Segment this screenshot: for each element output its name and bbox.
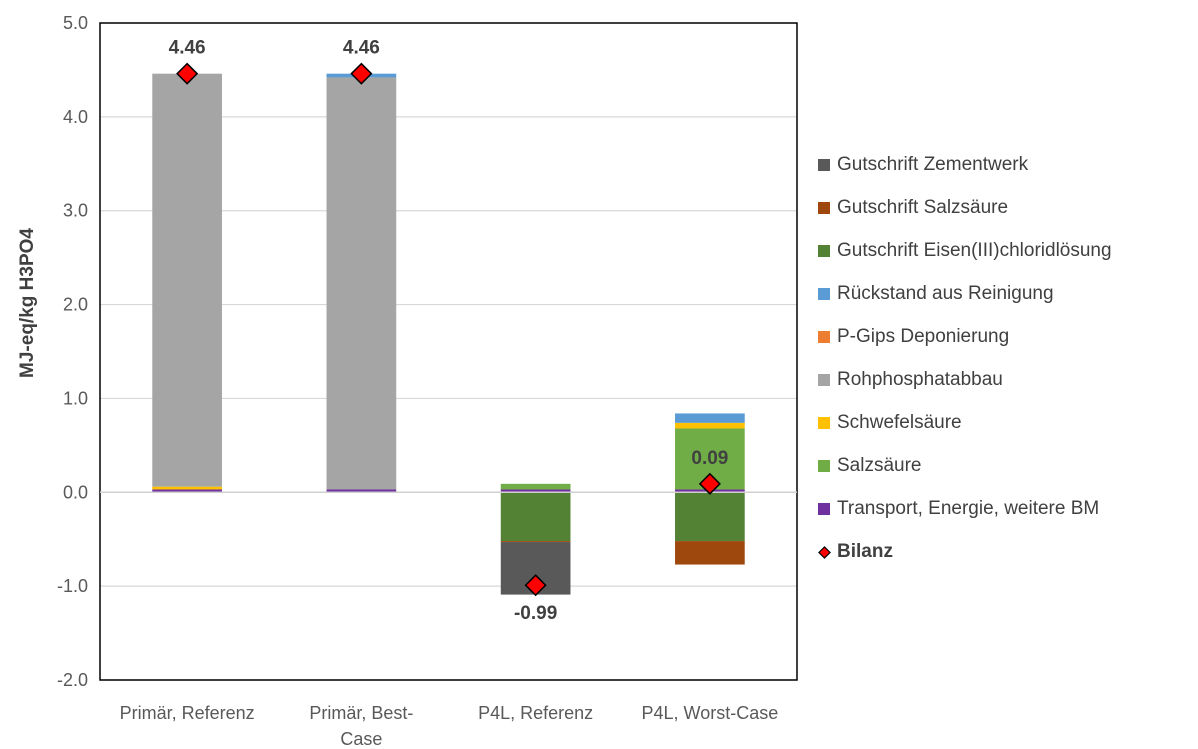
- legend-label: Gutschrift Eisen(III)chloridlösung: [837, 239, 1112, 261]
- y-tick-label: 5.0: [63, 13, 88, 33]
- legend-swatch: [818, 460, 830, 473]
- data-label: 0.09: [691, 448, 728, 469]
- category-label: P4L, Referenz: [478, 703, 593, 723]
- balance-markers: 4.46 4.46 -0.99 0.09: [169, 38, 729, 625]
- bar-segment: [152, 73, 222, 487]
- bar-segment: [500, 483, 571, 490]
- y-tick-label: -2.0: [57, 670, 88, 690]
- bar-segment: [152, 486, 222, 490]
- legend-item: Gutschrift Salzsäure: [818, 186, 1112, 229]
- y-tick-label: -1.0: [57, 576, 88, 596]
- category-label: P4L, Worst-Case: [642, 703, 779, 723]
- bar-segment: [675, 541, 745, 565]
- legend-label: Schwefelsäure: [837, 412, 962, 434]
- legend-item: Gutschrift Eisen(III)chloridlösung: [818, 229, 1112, 272]
- data-label: 4.46: [169, 38, 206, 59]
- diamond-icon: [818, 545, 831, 559]
- legend-swatch: [818, 244, 830, 257]
- category-label: Primär, Best-: [309, 703, 413, 723]
- bar-segment: [500, 489, 571, 493]
- legend-swatch: [818, 374, 830, 387]
- category-labels: Primär, Referenz Primär, Best- Case P4L, Re…: [120, 703, 779, 749]
- legend-label: Transport, Energie, weitere BM: [837, 498, 1100, 520]
- legend-item: Rückstand aus Reinigung: [818, 272, 1112, 315]
- y-tick-label: 0.0: [63, 482, 88, 502]
- legend-label: Rohphosphatabbau: [837, 369, 1003, 391]
- bar-segment: [675, 492, 745, 542]
- legend-item: Salzsäure: [818, 445, 1112, 488]
- legend-swatch: [818, 330, 830, 343]
- legend-item: Rohphosphatabbau: [818, 358, 1112, 401]
- bar-segment: [675, 422, 745, 429]
- balance-marker: [350, 62, 373, 85]
- legend-item-balance: Bilanz: [818, 531, 1112, 574]
- y-tick-label: 2.0: [63, 295, 88, 315]
- legend-swatch: [818, 287, 830, 300]
- legend-item: P-Gips Deponierung: [818, 315, 1112, 358]
- legend-item: Schwefelsäure: [818, 402, 1112, 445]
- legend: Gutschrift Zementwerk Gutschrift Salzsäur…: [818, 143, 1112, 574]
- bar-segment: [326, 77, 397, 490]
- y-tick-label: 3.0: [63, 201, 88, 221]
- balance-marker: [176, 62, 199, 85]
- data-label: 4.46: [343, 38, 380, 59]
- y-tick-labels: 5.0 4.0 3.0 2.0 1.0 0.0 -1.0 -2.0: [57, 13, 88, 690]
- legend-label: P-Gips Deponierung: [837, 325, 1010, 347]
- y-axis-title: MJ-eq/kg H3PO4: [17, 228, 38, 378]
- category-label: Case: [340, 729, 382, 749]
- bar-segment: [326, 489, 397, 493]
- balance-marker: [524, 574, 547, 597]
- balance-marker: [698, 472, 721, 495]
- legend-label: Bilanz: [837, 541, 893, 563]
- legend-item: Gutschrift Zementwerk: [818, 143, 1112, 186]
- legend-swatch: [818, 201, 830, 214]
- legend-item: Transport, Energie, weitere BM: [818, 488, 1112, 531]
- legend-swatch: [818, 503, 830, 516]
- bar-segment: [500, 492, 571, 542]
- plot-frame: [99, 22, 798, 681]
- category-label: Primär, Referenz: [120, 703, 255, 723]
- y-tick-label: 1.0: [63, 388, 88, 408]
- legend-label: Salzsäure: [837, 455, 922, 477]
- legend-label: Rückstand aus Reinigung: [837, 282, 1054, 304]
- legend-swatch: [818, 417, 830, 430]
- data-label: -0.99: [514, 603, 557, 624]
- legend-label: Gutschrift Zementwerk: [837, 153, 1029, 175]
- bar-segment: [675, 413, 745, 423]
- bar-segment: [152, 489, 222, 493]
- bar-segment: [500, 541, 571, 543]
- legend-label: Gutschrift Salzsäure: [837, 196, 1009, 218]
- bars: [152, 73, 745, 595]
- legend-swatch: [818, 158, 830, 171]
- y-tick-label: 4.0: [63, 107, 88, 127]
